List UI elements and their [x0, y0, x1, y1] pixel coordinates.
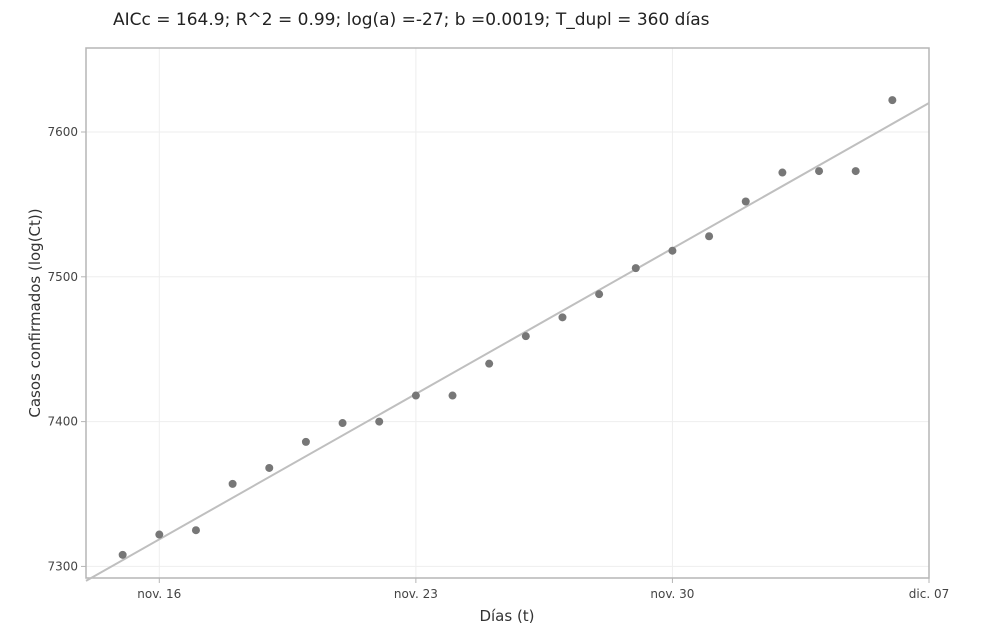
chart-title: AICc = 164.9; R^2 = 0.99; log(a) =-27; b… — [113, 10, 710, 30]
data-point — [851, 167, 860, 176]
data-point — [338, 419, 347, 428]
data-point — [375, 417, 384, 426]
data-point — [155, 530, 164, 539]
x-tick-label: nov. 16 — [137, 587, 181, 601]
fit-line — [85, 102, 930, 582]
data-point — [265, 463, 274, 472]
x-axis-label: Días (t) — [479, 607, 534, 625]
data-point — [741, 197, 750, 206]
data-point — [228, 479, 237, 488]
grid — [86, 48, 930, 578]
y-axis-ticks: 7300 7400 7500 7600 — [47, 125, 86, 573]
data-point — [558, 313, 567, 322]
y-axis-label: Casos confirmados (log(Ct)) — [26, 208, 44, 417]
data-point — [301, 437, 310, 446]
data-point — [778, 168, 787, 177]
data-point — [888, 96, 897, 105]
x-tick-label: nov. 23 — [394, 587, 438, 601]
data-point — [595, 290, 604, 299]
x-tick-label: nov. 30 — [650, 587, 694, 601]
y-tick-label: 7400 — [47, 415, 78, 429]
data-point — [521, 332, 530, 341]
data-point — [118, 550, 127, 559]
data-point — [485, 359, 494, 368]
y-tick-label: 7300 — [47, 559, 78, 573]
x-axis-ticks: nov. 16 nov. 23 nov. 30 dic. 07 — [137, 578, 949, 601]
data-point — [448, 391, 457, 400]
data-point — [191, 526, 200, 535]
data-point — [815, 167, 824, 176]
data-point — [631, 264, 640, 273]
data-point — [411, 391, 420, 400]
data-point — [705, 232, 714, 241]
plot-area — [85, 47, 930, 579]
data-points — [118, 96, 897, 559]
y-tick-label: 7600 — [47, 125, 78, 139]
data-point — [668, 246, 677, 255]
x-tick-label: dic. 07 — [909, 587, 949, 601]
y-tick-label: 7500 — [47, 270, 78, 284]
